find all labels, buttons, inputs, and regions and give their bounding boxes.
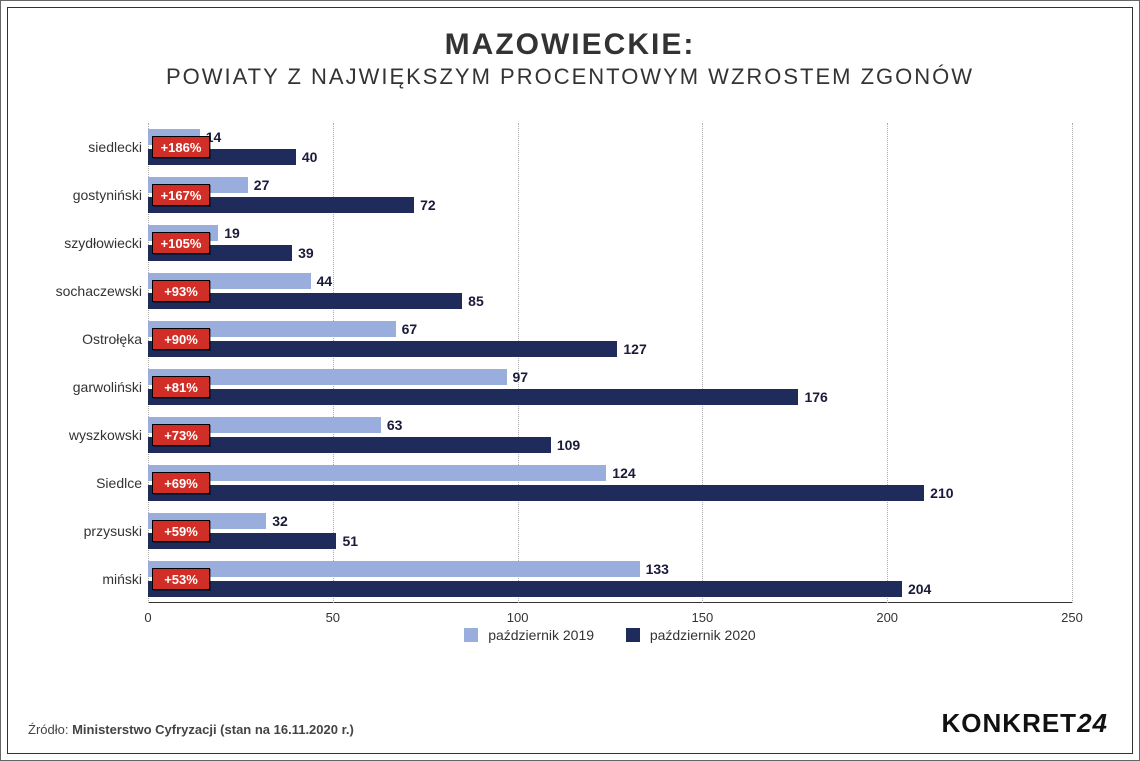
outer-frame: MAZOWIECKIE: POWIATY Z NAJWIĘKSZYM PROCE… [0,0,1140,761]
brand-logo-suffix: 24 [1077,708,1108,738]
gridline [1072,123,1073,603]
source-footer: Źródło: Ministerstwo Cyfryzacji (stan na… [28,722,354,737]
percent-badge: +73% [152,424,210,446]
chart-row: wyszkowski+73%63109 [148,411,1072,459]
bar-value-label: 51 [342,533,358,549]
category-label: Siedlce [96,475,142,491]
percent-badge: +81% [152,376,210,398]
bar-2020: 204 [148,581,902,597]
legend-swatch-2020 [626,628,640,642]
brand-logo-main: KONKRET [942,708,1078,738]
chart-row: siedlecki+186%1440 [148,123,1072,171]
bar-value-label: 176 [804,389,827,405]
x-tick-label: 200 [876,610,898,625]
bar-value-label: 72 [420,197,436,213]
inner-frame: MAZOWIECKIE: POWIATY Z NAJWIĘKSZYM PROCE… [7,7,1133,754]
percent-badge: +186% [152,136,210,158]
legend-label-2019: październik 2019 [488,627,594,643]
category-label: Ostrołęka [82,331,142,347]
category-label: sochaczewski [56,283,142,299]
plot-region: 050100150200250siedlecki+186%1440gostyni… [148,123,1072,603]
category-label: gostyniński [73,187,142,203]
chart-row: garwoliński+81%97176 [148,363,1072,411]
bar-value-label: 97 [513,369,529,385]
percent-badge: +90% [152,328,210,350]
percent-badge: +59% [152,520,210,542]
percent-badge: +105% [152,232,210,254]
source-prefix: Źródło: [28,722,72,737]
bar-2020: 210 [148,485,924,501]
category-label: miński [102,571,142,587]
chart-area: 050100150200250siedlecki+186%1440gostyni… [148,123,1072,663]
bar-value-label: 133 [646,561,669,577]
bar-2020: 127 [148,341,617,357]
legend: październik 2019 październik 2020 [148,627,1072,643]
title-block: MAZOWIECKIE: POWIATY Z NAJWIĘKSZYM PROCE… [8,8,1132,90]
bar-value-label: 127 [623,341,646,357]
category-label: siedlecki [88,139,142,155]
bar-2019: 133 [148,561,640,577]
chart-row: sochaczewski+93%4485 [148,267,1072,315]
bar-value-label: 32 [272,513,288,529]
category-label: wyszkowski [69,427,142,443]
bar-value-label: 67 [402,321,418,337]
percent-badge: +93% [152,280,210,302]
bar-value-label: 19 [224,225,240,241]
category-label: garwoliński [73,379,142,395]
chart-title-sub: POWIATY Z NAJWIĘKSZYM PROCENTOWYM WZROST… [8,64,1132,90]
category-label: szydłowiecki [64,235,142,251]
chart-row: szydłowiecki+105%1939 [148,219,1072,267]
chart-row: Ostrołęka+90%67127 [148,315,1072,363]
category-label: przysuski [84,523,142,539]
percent-badge: +53% [152,568,210,590]
percent-badge: +69% [152,472,210,494]
legend-item-2020: październik 2020 [626,627,756,643]
bar-value-label: 109 [557,437,580,453]
chart-row: miński+53%133204 [148,555,1072,603]
bar-value-label: 210 [930,485,953,501]
x-tick-label: 150 [692,610,714,625]
bar-value-label: 39 [298,245,314,261]
bar-value-label: 124 [612,465,635,481]
bar-value-label: 204 [908,581,931,597]
x-tick-label: 0 [144,610,151,625]
percent-badge: +167% [152,184,210,206]
chart-title-main: MAZOWIECKIE: [8,28,1132,62]
bar-value-label: 40 [302,149,318,165]
bar-2019: 124 [148,465,606,481]
legend-item-2019: październik 2019 [464,627,594,643]
x-tick-label: 250 [1061,610,1083,625]
x-tick-label: 100 [507,610,529,625]
bar-value-label: 27 [254,177,270,193]
bar-2020: 176 [148,389,798,405]
source-text: Ministerstwo Cyfryzacji (stan na 16.11.2… [72,722,354,737]
legend-swatch-2019 [464,628,478,642]
x-tick-label: 50 [326,610,340,625]
legend-label-2020: październik 2020 [650,627,756,643]
chart-row: Siedlce+69%124210 [148,459,1072,507]
bar-value-label: 44 [317,273,333,289]
brand-logo: KONKRET24 [942,708,1108,739]
chart-row: gostyniński+167%2772 [148,171,1072,219]
chart-row: przysuski+59%3251 [148,507,1072,555]
bar-value-label: 85 [468,293,484,309]
bar-value-label: 63 [387,417,403,433]
